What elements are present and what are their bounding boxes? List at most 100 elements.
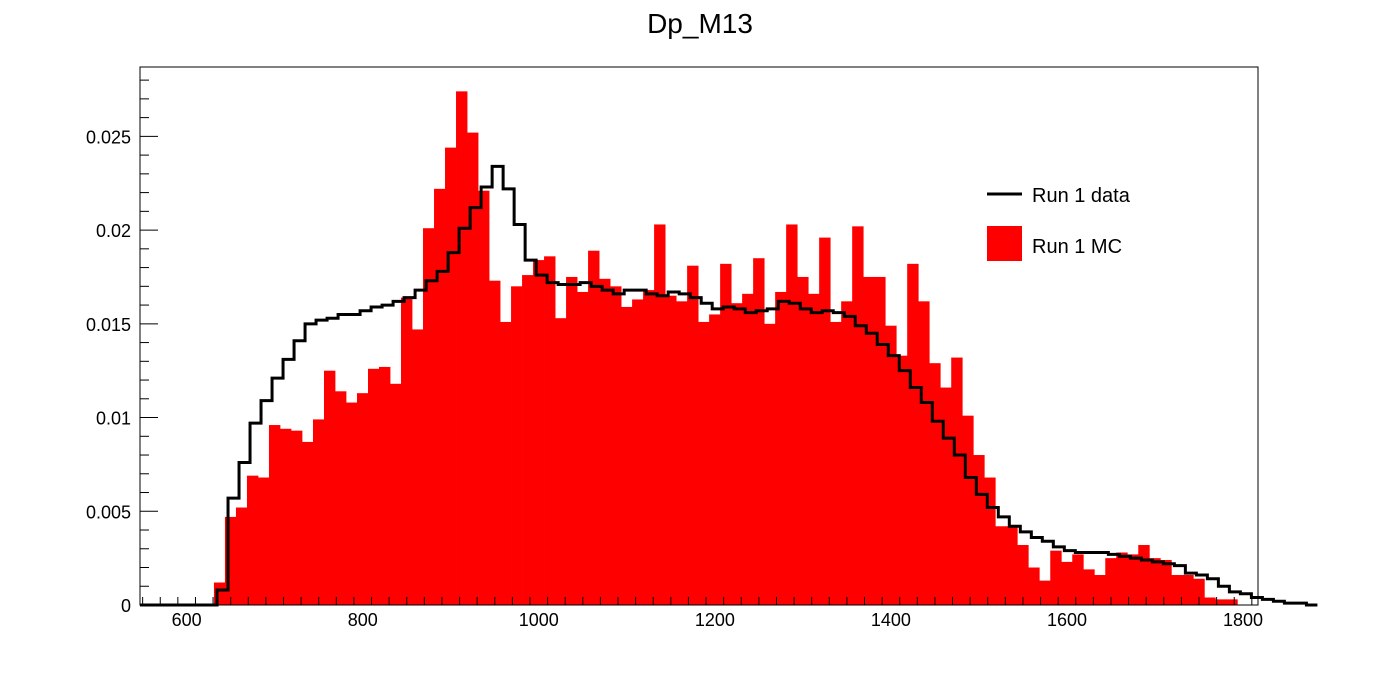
x-tick-label: 600 xyxy=(172,610,202,630)
mc-bar xyxy=(235,507,248,605)
mc-bar xyxy=(929,363,941,605)
mc-bar xyxy=(577,291,589,605)
mc-bar xyxy=(654,224,666,605)
mc-bar xyxy=(720,263,732,605)
x-tick-label: 1000 xyxy=(519,610,559,630)
mc-bar xyxy=(555,318,567,605)
mc-bar xyxy=(632,299,644,605)
mc-bar xyxy=(544,256,556,605)
mc-bar xyxy=(434,188,446,605)
legend-label-mc: Run 1 MC xyxy=(1032,236,1122,258)
mc-bar xyxy=(830,321,842,605)
mc-bar xyxy=(412,329,424,605)
mc-bar xyxy=(764,323,776,605)
mc-bar xyxy=(312,419,325,605)
mc-bar xyxy=(1072,554,1084,605)
mc-bar xyxy=(599,278,611,605)
mc-histogram-bars xyxy=(213,91,1238,606)
mc-bar xyxy=(533,260,545,605)
y-axis: 0 0.005 0.01 0.015 0.02 0.025 xyxy=(86,79,158,616)
mc-bar xyxy=(1094,575,1106,605)
mc-bar xyxy=(368,368,380,605)
mc-bar xyxy=(1127,554,1139,605)
mc-bar xyxy=(1149,558,1161,605)
mc-bar xyxy=(345,402,358,605)
mc-bar xyxy=(918,301,930,605)
mc-bar xyxy=(896,355,908,605)
mc-bar xyxy=(279,428,292,605)
mc-bar xyxy=(1138,545,1150,605)
mc-bar xyxy=(863,276,875,605)
mc-bar xyxy=(841,301,853,605)
mc-bar xyxy=(257,477,270,605)
mc-bar xyxy=(1226,599,1238,605)
mc-bar xyxy=(1039,580,1051,605)
mc-bar xyxy=(874,276,886,605)
mc-bar xyxy=(962,415,974,605)
legend-label-data: Run 1 data xyxy=(1032,185,1131,207)
mc-bar xyxy=(268,425,281,605)
mc-bar xyxy=(224,516,237,605)
mc-bar xyxy=(1182,575,1194,605)
mc-bar xyxy=(1017,545,1029,605)
mc-bar xyxy=(1028,567,1040,605)
mc-bar xyxy=(213,582,226,605)
mc-bar xyxy=(1171,575,1183,605)
x-tick-label: 1200 xyxy=(695,610,735,630)
y-tick-label: 0.015 xyxy=(86,315,131,335)
mc-bar xyxy=(1105,558,1117,605)
mc-bar xyxy=(246,475,259,605)
mc-bar xyxy=(1215,599,1227,605)
mc-bar xyxy=(500,321,512,605)
mc-bar xyxy=(984,477,996,605)
legend-fill-swatch xyxy=(987,226,1022,261)
mc-bar xyxy=(290,430,303,605)
mc-bar xyxy=(621,306,633,605)
x-tick-label: 800 xyxy=(348,610,378,630)
mc-bar xyxy=(334,391,347,605)
mc-bar xyxy=(665,295,677,605)
mc-bar xyxy=(1006,526,1018,605)
mc-bar xyxy=(973,455,985,605)
x-tick-label: 1800 xyxy=(1223,610,1263,630)
mc-bar xyxy=(786,224,798,605)
mc-bar xyxy=(445,147,457,606)
mc-bar xyxy=(731,303,743,605)
mc-bar xyxy=(819,237,831,605)
legend: Run 1 data Run 1 MC xyxy=(987,185,1131,261)
mc-bar xyxy=(456,91,468,606)
mc-bar xyxy=(467,132,479,606)
mc-bar xyxy=(566,276,578,605)
mc-bar xyxy=(357,393,369,605)
mc-bar xyxy=(1116,552,1128,605)
mc-bar xyxy=(1083,569,1095,605)
y-tick-label: 0.025 xyxy=(86,127,131,147)
mc-bar xyxy=(753,258,765,605)
mc-bar xyxy=(379,366,391,605)
mc-bar xyxy=(676,301,688,605)
y-tick-label: 0.01 xyxy=(96,409,131,429)
mc-bar xyxy=(643,290,655,605)
mc-bar xyxy=(401,297,413,605)
mc-bar xyxy=(323,370,336,605)
mc-bar xyxy=(1061,561,1073,605)
mc-bar xyxy=(390,383,402,605)
mc-bar xyxy=(808,293,820,605)
mc-bar xyxy=(940,387,952,605)
plot-frame xyxy=(139,66,1259,606)
mc-bar xyxy=(797,276,809,605)
mc-bar xyxy=(742,293,754,605)
data-step-line xyxy=(140,164,1318,607)
chart-title: Dp_M13 xyxy=(647,8,753,39)
y-tick-label: 0.02 xyxy=(96,221,131,241)
mc-bar xyxy=(698,321,710,605)
mc-bar xyxy=(1160,560,1172,605)
mc-bar xyxy=(852,226,864,605)
y-tick-label: 0 xyxy=(121,596,131,616)
mc-bar xyxy=(423,228,435,605)
mc-bar xyxy=(951,357,963,605)
mc-bar xyxy=(995,526,1007,605)
mc-bar xyxy=(489,280,501,605)
x-tick-label: 1400 xyxy=(871,610,911,630)
